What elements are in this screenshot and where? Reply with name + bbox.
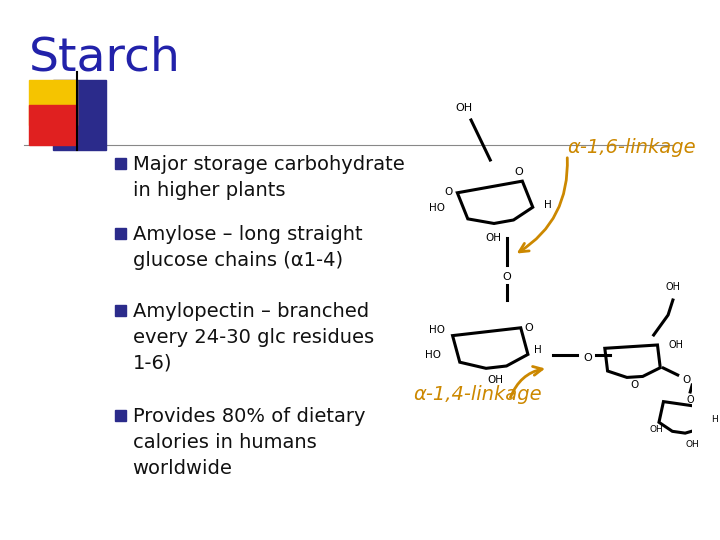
Text: H: H	[711, 415, 718, 424]
Text: HO: HO	[425, 350, 441, 360]
Text: O: O	[686, 395, 694, 405]
Text: O: O	[683, 375, 690, 385]
Text: Provides 80% of dietary
calories in humans
worldwide: Provides 80% of dietary calories in huma…	[132, 407, 365, 477]
Bar	[115, 228, 126, 239]
Text: H: H	[534, 345, 542, 355]
Text: OH: OH	[649, 426, 663, 435]
Bar	[115, 305, 126, 316]
Text: O: O	[515, 167, 523, 177]
Text: O: O	[524, 323, 533, 333]
Text: O: O	[630, 380, 639, 390]
Text: Amylose – long straight
glucose chains (α1-4): Amylose – long straight glucose chains (…	[132, 225, 362, 270]
Text: Starch: Starch	[29, 36, 181, 80]
Text: OH: OH	[456, 103, 473, 113]
Text: OH: OH	[668, 340, 683, 350]
FancyArrowPatch shape	[510, 367, 542, 397]
Bar	[29, 80, 77, 125]
Text: OH: OH	[485, 233, 501, 243]
Text: OH: OH	[665, 282, 680, 292]
FancyArrowPatch shape	[519, 158, 567, 252]
Text: H: H	[544, 200, 552, 210]
Text: OH: OH	[487, 375, 503, 385]
Text: Major storage carbohydrate
in higher plants: Major storage carbohydrate in higher pla…	[132, 155, 405, 200]
Text: HO: HO	[429, 203, 446, 213]
Bar	[53, 80, 106, 150]
Bar	[115, 158, 126, 169]
Text: α-1,4-linkage: α-1,4-linkage	[413, 385, 542, 404]
Bar	[115, 410, 126, 421]
Text: O: O	[503, 272, 511, 282]
Bar	[29, 105, 77, 145]
Text: Amylopectin – branched
every 24-30 glc residues
1-6): Amylopectin – branched every 24-30 glc r…	[132, 302, 374, 373]
Text: α-1,6-linkage: α-1,6-linkage	[567, 138, 696, 157]
Text: OH: OH	[685, 440, 699, 449]
Text: O: O	[583, 353, 593, 363]
Text: O: O	[445, 187, 453, 197]
Text: HO: HO	[429, 325, 446, 335]
